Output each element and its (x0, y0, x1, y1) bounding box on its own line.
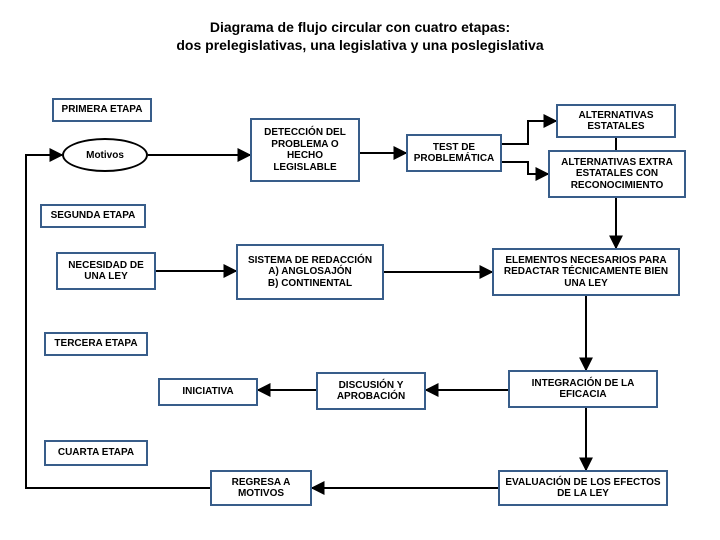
node-label-elementos: ELEMENTOS NECESARIOS PARA REDACTAR TÉCNI… (498, 255, 674, 290)
node-deteccion: DETECCIÓN DEL PROBLEMA O HECHO LEGISLABL… (250, 118, 360, 182)
node-segunda: SEGUNDA ETAPA (40, 204, 146, 228)
node-label-iniciativa: INICIATIVA (182, 386, 233, 398)
node-label-tercera: TERCERA ETAPA (54, 338, 137, 350)
node-alt_extra: ALTERNATIVAS EXTRA ESTATALES CON RECONOC… (548, 150, 686, 198)
node-elementos: ELEMENTOS NECESARIOS PARA REDACTAR TÉCNI… (492, 248, 680, 296)
node-sistema: SISTEMA DE REDACCIÓN A) ANGLOSAJÓN B) CO… (236, 244, 384, 300)
node-label-alt_est: ALTERNATIVAS ESTATALES (562, 110, 670, 133)
edge-e4 (502, 162, 548, 174)
node-label-deteccion: DETECCIÓN DEL PROBLEMA O HECHO LEGISLABL… (256, 127, 354, 173)
node-discusion: DISCUSIÓN Y APROBACIÓN (316, 372, 426, 410)
node-necesidad: NECESIDAD DE UNA LEY (56, 252, 156, 290)
node-label-test: TEST DE PROBLEMÁTICA (412, 142, 496, 165)
node-label-alt_extra: ALTERNATIVAS EXTRA ESTATALES CON RECONOC… (554, 157, 680, 192)
node-tercera: TERCERA ETAPA (44, 332, 148, 356)
title-line2: dos prelegislativas, una legislativa y u… (176, 37, 543, 53)
node-cuarta: CUARTA ETAPA (44, 440, 148, 466)
node-regresa: REGRESA A MOTIVOS (210, 470, 312, 506)
node-label-integra: INTEGRACIÓN DE LA EFICACIA (514, 378, 652, 401)
node-label-sistema: SISTEMA DE REDACCIÓN A) ANGLOSAJÓN B) CO… (248, 255, 372, 290)
node-alt_est: ALTERNATIVAS ESTATALES (556, 104, 676, 138)
node-label-segunda: SEGUNDA ETAPA (51, 210, 136, 222)
node-label-cuarta: CUARTA ETAPA (58, 447, 134, 459)
node-integra: INTEGRACIÓN DE LA EFICACIA (508, 370, 658, 408)
node-label-motivos: Motivos (86, 150, 124, 161)
node-label-primera: PRIMERA ETAPA (62, 104, 143, 116)
node-motivos: Motivos (62, 138, 148, 172)
diagram-title: Diagrama de flujo circular con cuatro et… (120, 18, 600, 54)
node-label-necesidad: NECESIDAD DE UNA LEY (62, 260, 150, 283)
node-test: TEST DE PROBLEMÁTICA (406, 134, 502, 172)
node-label-discusion: DISCUSIÓN Y APROBACIÓN (322, 380, 420, 403)
diagram-stage: Diagrama de flujo circular con cuatro et… (0, 0, 720, 540)
edge-e3 (502, 121, 556, 144)
node-evalua: EVALUACIÓN DE LOS EFECTOS DE LA LEY (498, 470, 668, 506)
node-primera: PRIMERA ETAPA (52, 98, 152, 122)
node-label-evalua: EVALUACIÓN DE LOS EFECTOS DE LA LEY (504, 477, 662, 500)
title-line1: Diagrama de flujo circular con cuatro et… (210, 19, 510, 35)
node-label-regresa: REGRESA A MOTIVOS (216, 477, 306, 500)
node-iniciativa: INICIATIVA (158, 378, 258, 406)
